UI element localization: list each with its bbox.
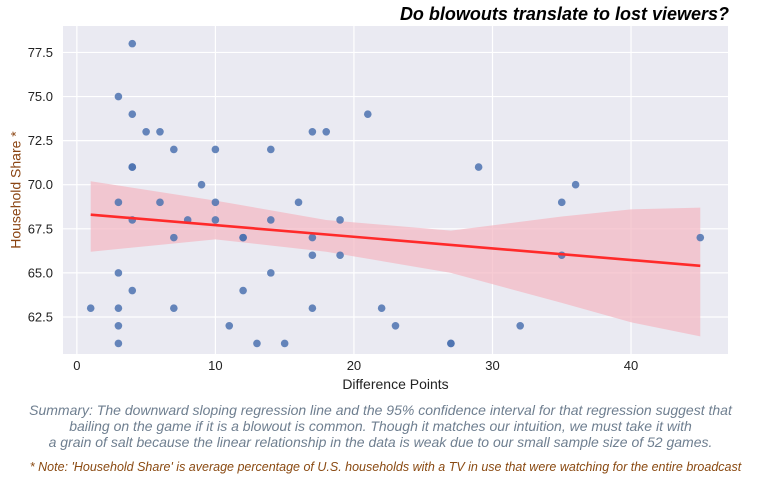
data-point	[128, 39, 137, 48]
y-tick-label: 70.0	[28, 177, 53, 192]
data-point	[267, 216, 275, 224]
summary-line: a grain of salt because the linear relat…	[48, 434, 713, 450]
regression-line	[90, 213, 701, 268]
data-point	[308, 251, 317, 260]
confidence-band-layer	[90, 181, 701, 337]
y-tick-label: 62.5	[28, 309, 53, 324]
data-point	[128, 163, 137, 171]
data-point	[571, 180, 580, 189]
data-point	[114, 321, 123, 330]
points-layer	[86, 39, 705, 348]
data-point	[239, 233, 247, 242]
y-tick-label: 67.5	[28, 221, 53, 236]
summary-text: Summary: The downward sloping regression…	[0, 402, 761, 450]
data-point	[267, 269, 275, 277]
data-point	[170, 233, 178, 242]
regression-line-layer	[90, 213, 701, 268]
x-tick-label: 30	[485, 358, 499, 373]
data-point	[114, 269, 123, 277]
x-ticks: 0 10 20 30 40	[73, 358, 638, 373]
chart-title: Do blowouts translate to lost viewers?	[399, 4, 729, 24]
y-tick-label: 77.5	[28, 45, 53, 60]
summary-line: Summary: The downward sloping regression…	[29, 402, 732, 418]
data-point	[128, 286, 137, 295]
data-point	[308, 304, 317, 312]
data-point	[128, 110, 137, 118]
data-point	[114, 198, 123, 207]
data-point	[114, 304, 123, 312]
x-tick-label: 0	[73, 358, 80, 373]
data-point	[308, 233, 317, 242]
y-tick-label: 72.5	[28, 133, 53, 148]
data-point	[114, 339, 123, 348]
data-point	[280, 339, 289, 348]
confidence-band	[90, 181, 701, 337]
data-point	[86, 304, 95, 312]
data-point	[267, 145, 275, 154]
data-point	[516, 321, 524, 330]
y-axis-title: Household Share *	[8, 131, 24, 249]
data-point	[211, 198, 220, 207]
x-tick-label: 20	[347, 358, 361, 373]
y-tick-label: 65.0	[28, 265, 53, 280]
x-tick-label: 10	[208, 358, 222, 373]
data-point	[474, 163, 483, 171]
data-point	[114, 92, 123, 101]
data-point	[142, 128, 150, 136]
data-point	[211, 145, 220, 154]
data-point	[197, 180, 206, 189]
data-point	[447, 339, 455, 348]
data-point	[225, 321, 234, 330]
data-point	[322, 128, 331, 136]
data-point	[211, 216, 220, 224]
data-point	[156, 128, 164, 136]
data-point	[696, 233, 705, 242]
x-axis-title: Difference Points	[342, 376, 448, 392]
data-point	[170, 304, 178, 312]
scatter-plot: 0 10 20 30 40 62.5 65.0 67.5 70.0 72.5 75.0 77.5 D…	[8, 26, 728, 392]
y-tick-label: 75.0	[28, 89, 53, 104]
footnote: * Note: 'Household Share' is average per…	[29, 460, 742, 474]
data-point	[156, 198, 164, 207]
data-point	[391, 321, 400, 330]
data-point	[239, 286, 247, 295]
y-ticks: 62.5 65.0 67.5 70.0 72.5 75.0 77.5	[28, 45, 53, 325]
data-point	[253, 339, 261, 348]
x-tick-label: 40	[624, 358, 638, 373]
data-point	[308, 128, 317, 136]
data-point	[170, 145, 178, 154]
data-point	[377, 304, 386, 312]
data-point	[336, 216, 344, 224]
data-point	[336, 251, 344, 260]
data-point	[557, 198, 566, 207]
data-point	[294, 198, 303, 207]
summary-line: bailing on the game if it is a blowout i…	[69, 418, 692, 434]
data-point	[363, 110, 372, 118]
